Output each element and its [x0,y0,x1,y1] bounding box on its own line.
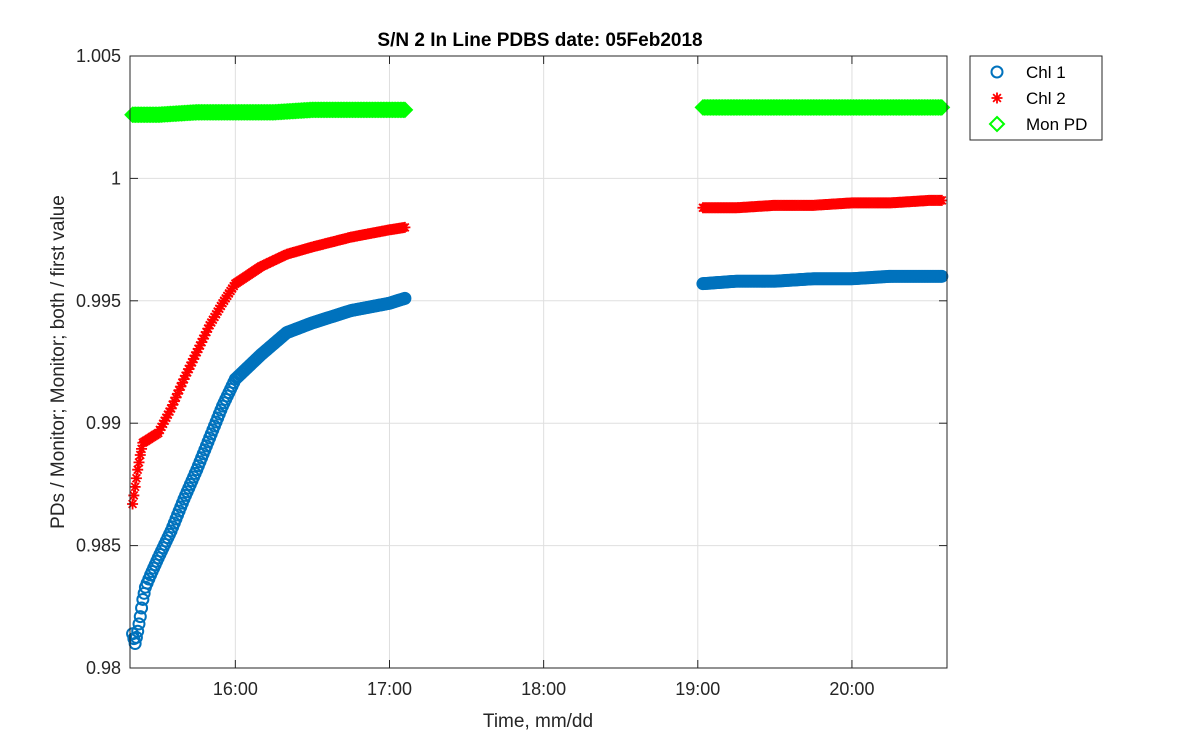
data-point [129,630,143,644]
data-point [131,624,145,638]
data-point [394,101,412,119]
legend-label: Chl 1 [1026,63,1066,82]
data-point [176,377,188,389]
series-mon-pd [124,98,951,124]
data-point [160,412,172,424]
data-point [930,98,948,116]
data-point [157,418,169,430]
data-point [128,489,140,501]
x-axis-label: Time, mm/dd [483,711,593,732]
legend-marker-icon [990,65,1004,79]
data-point [180,370,192,382]
data-point [133,610,147,624]
legend-label: Chl 2 [1026,89,1066,108]
axis-ticks: 16:00 17:00 18:00 19:00 20:00 0.98 0.985 0.99 0.… [76,46,947,699]
x-tick-label: 19:00 [675,679,720,699]
data-point [390,101,408,119]
legend: Chl 1 Chl 2 Mon PD [969,55,1103,141]
data-point [398,291,412,305]
data-point [155,421,167,433]
data-point [393,101,411,119]
data-point [170,391,182,403]
data-point [391,101,409,119]
data-point [173,384,185,396]
data-point [186,356,198,368]
data-point [134,449,146,461]
data-point [168,395,180,407]
data-point [202,323,214,335]
x-tick-label: 16:00 [213,679,258,699]
data-point [396,101,414,119]
data-point [136,592,150,606]
data-point [167,399,179,411]
data-point [928,98,946,116]
data-point [184,360,196,372]
y-tick-label: 0.98 [86,658,121,678]
data-point [936,194,948,206]
data-marks [124,98,951,651]
data-point [183,363,195,375]
data-point [127,498,139,510]
data-point [927,98,944,116]
data-point [152,427,164,439]
data-point [162,409,174,421]
data-point [132,617,146,631]
data-point [164,406,176,418]
data-point [129,481,141,493]
x-tick-label: 20:00 [829,679,874,699]
data-point [191,346,203,358]
data-point [130,472,142,484]
data-point [188,353,200,365]
y-tick-label: 1 [111,168,121,188]
data-point [172,388,184,400]
legend-marker-icon [991,92,1003,104]
data-point [178,373,190,385]
legend-marker-icon [988,115,1006,133]
data-point [197,333,209,345]
data-point [181,366,193,378]
data-point [135,601,149,615]
y-axis-label: PDs / Monitor; Monitor; both / first val… [48,195,69,529]
data-point [175,380,187,392]
axes-box [129,55,948,669]
data-point [200,326,212,338]
data-point [133,456,145,468]
data-point [931,98,949,116]
y-tick-label: 0.995 [76,291,121,311]
data-point [199,329,211,341]
data-point [194,339,206,351]
x-tick-label: 18:00 [521,679,566,699]
data-point [399,221,411,233]
series-chl-1 [126,269,949,651]
legend-label: Mon PD [1026,115,1087,134]
y-tick-label: 0.99 [86,413,121,433]
data-point [388,101,406,119]
y-tick-label: 0.985 [76,536,121,556]
y-tick-label: 1.005 [76,46,121,66]
data-point [154,424,166,436]
data-point [192,343,204,355]
chart-title: S/N 2 In Line PDBS date: 05Feb2018 [377,30,702,51]
data-point [136,443,148,455]
plot-area [130,56,947,668]
data-point [132,464,144,476]
x-tick-label: 17:00 [367,679,412,699]
data-point [165,403,177,415]
series-chl-2 [127,194,948,510]
data-point [196,336,208,348]
data-point [189,350,201,362]
data-point [159,415,171,427]
